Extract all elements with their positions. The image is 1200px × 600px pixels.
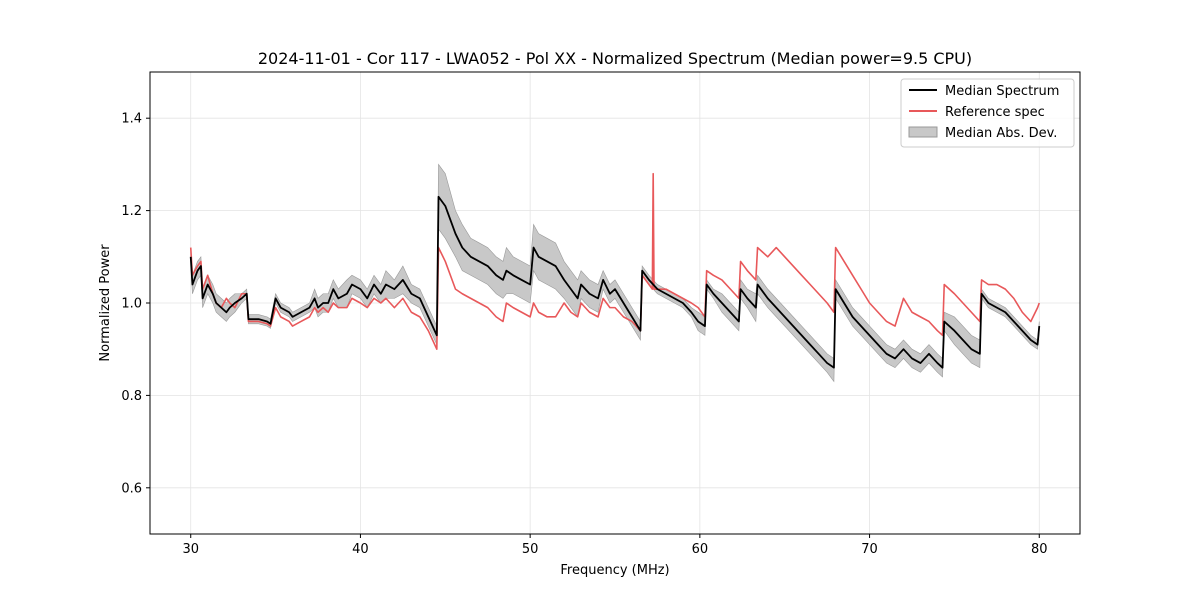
legend-label-mad: Median Abs. Dev. bbox=[945, 126, 1057, 141]
x-tick-label: 80 bbox=[1031, 542, 1048, 557]
legend-label-reference: Reference spec bbox=[945, 105, 1045, 120]
legend-label-median: Median Spectrum bbox=[945, 84, 1059, 99]
legend-box bbox=[900, 78, 1075, 148]
x-tick-label: 50 bbox=[522, 542, 539, 557]
y-tick-label: 0.8 bbox=[121, 389, 142, 404]
legend-swatch-mad bbox=[908, 126, 938, 138]
x-tick-label: 70 bbox=[861, 542, 878, 557]
series-layer bbox=[189, 172, 1041, 369]
y-axis-label: Normalized Power bbox=[98, 244, 113, 362]
y-tick-label: 1.4 bbox=[121, 112, 142, 127]
x-tick-label: 60 bbox=[692, 542, 709, 557]
x-axis-label: Frequency (MHz) bbox=[560, 563, 669, 578]
y-tick-label: 0.6 bbox=[121, 481, 142, 496]
x-tick-label: 40 bbox=[352, 542, 369, 557]
y-tick-label: 1.2 bbox=[121, 204, 142, 219]
y-tick-label: 1.0 bbox=[121, 297, 142, 312]
legend: Median Spectrum Reference spec Median Ab… bbox=[900, 78, 1075, 148]
x-tick-label: 30 bbox=[182, 542, 199, 557]
chart-title: 2024-11-01 - Cor 117 - LWA052 - Pol XX -… bbox=[258, 49, 972, 68]
tick-layer: 30 40 50 60 70 80 0.6 0.8 1.0 1.2 1.4 bbox=[121, 112, 1047, 557]
median-spectrum-line bbox=[189, 195, 1041, 369]
reference-spec-line bbox=[189, 172, 1041, 351]
